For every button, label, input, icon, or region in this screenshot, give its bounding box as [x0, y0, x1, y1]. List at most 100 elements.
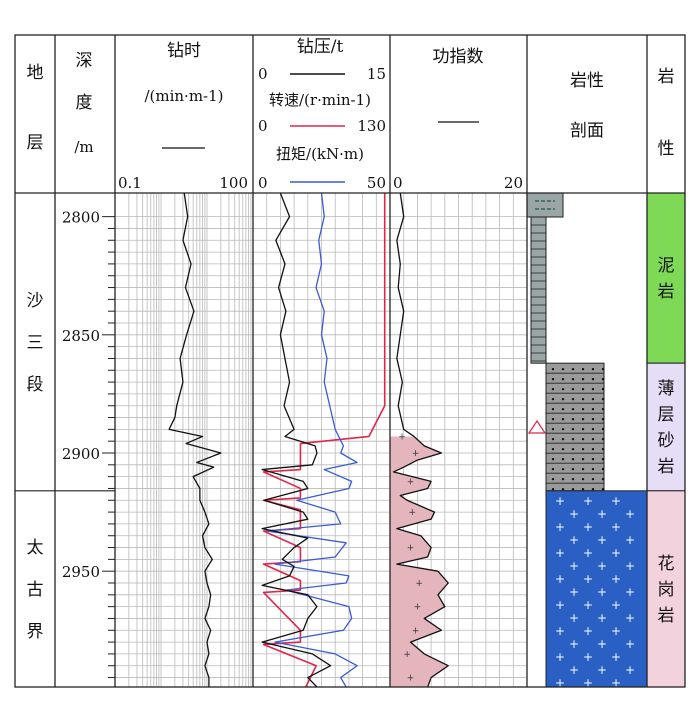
work-index-fill-marker: + — [403, 650, 411, 660]
header-profile: 岩性 剖面 — [570, 71, 604, 141]
profile-sandstone-dot — [591, 457, 595, 461]
profile-sandstone-dot — [571, 447, 575, 451]
profile-sandstone-dot — [591, 437, 595, 441]
profile-sandstone-dot — [601, 377, 605, 381]
profile-sandstone-dot — [601, 447, 605, 451]
profile-granite-cross: + — [555, 546, 565, 560]
profile-granite-cross: + — [625, 533, 635, 547]
profile-sandstone-dot — [551, 447, 555, 451]
profile-sandstone-dot — [601, 397, 605, 401]
strata-unit-char: 段 — [27, 375, 44, 395]
profile-sandstone-dot — [571, 397, 575, 401]
profile-sandstone-dot — [591, 467, 595, 471]
profile-sandstone-dot — [571, 377, 575, 381]
lithology-band-char: 岩 — [658, 606, 675, 626]
work-index-fill-marker: + — [408, 508, 416, 518]
profile-sandstone-dot — [571, 477, 575, 481]
lithology-band — [646, 192, 686, 364]
header-drilling-params: 钻压/t 0 15 转速/(r·min-1) 0 130 扭矩/(kN·m) 0… — [258, 37, 386, 192]
header-drill-time: 钻时 /(min·m-1) 0.1 100 — [118, 41, 248, 192]
profile-sandstone-dot — [551, 407, 555, 411]
work-index-min: 0 — [393, 174, 403, 192]
profile-granite-cross: + — [625, 611, 635, 625]
profile-sandstone-dot — [551, 367, 555, 371]
profile-sandstone-dot — [561, 457, 565, 461]
torque-curve — [266, 192, 358, 688]
profile-mudstone-column — [530, 192, 547, 364]
profile-granite-cross: + — [611, 624, 621, 638]
profile-sandstone-dot — [591, 377, 595, 381]
profile-sandstone-column — [545, 362, 605, 492]
profile-granite-cross: + — [555, 650, 565, 664]
profile-sandstone-dot — [561, 417, 565, 421]
profile-granite-cross: + — [569, 611, 579, 625]
profile-sandstone-dot — [601, 427, 605, 431]
profile-granite-cross: + — [611, 494, 621, 508]
profile-sandstone-dot — [591, 417, 595, 421]
profile-sandstone-dot — [591, 447, 595, 451]
profile-granite-cross: + — [597, 585, 607, 599]
profile-sandstone-dot — [591, 387, 595, 391]
lithology-band-char: 层 — [658, 405, 675, 425]
profile-sandstone-dot — [571, 457, 575, 461]
profile-granite-cross: + — [583, 520, 593, 534]
work-index-fill-marker: + — [407, 544, 415, 554]
header-strata-char-1: 地 — [27, 63, 44, 83]
profile-granite-cross: + — [625, 637, 635, 651]
wob-max: 15 — [367, 65, 386, 83]
profile-sandstone-dot — [551, 437, 555, 441]
wob-title: 钻压/t — [297, 37, 344, 57]
profile-granite-cross: + — [555, 598, 565, 612]
profile-granite-cross: + — [569, 663, 579, 677]
profile-sandstone-dot — [601, 467, 605, 471]
profile-title-line-2: 剖面 — [570, 121, 604, 141]
profile-granite-cross: + — [583, 598, 593, 612]
profile-granite-cross: + — [597, 559, 607, 573]
profile-sandstone-dot — [581, 437, 585, 441]
profile-granite-cross: + — [583, 624, 593, 638]
profile-sandstone-dot — [591, 407, 595, 411]
profile-granite-cross: + — [597, 663, 607, 677]
drill-time-unit: /(min·m-1) — [144, 87, 223, 105]
lithology-band-char: 岩 — [658, 282, 675, 302]
table-frame — [14, 34, 686, 688]
profile-sandstone-dot — [551, 457, 555, 461]
profile-sandstone-dot — [561, 367, 565, 371]
profile-granite-cross: + — [597, 507, 607, 521]
profile-granite-cross: + — [611, 572, 621, 586]
drill-time-title: 钻时 — [167, 41, 201, 61]
profile-granite-cross: + — [555, 520, 565, 534]
torque-title: 扭矩/(kN·m) — [276, 145, 364, 163]
profile-granite-cross: + — [555, 624, 565, 638]
rpm-curve — [262, 193, 386, 688]
header-depth-char-2: 度 — [76, 93, 93, 113]
work-index-fill-marker: + — [412, 626, 420, 636]
header-work-index: 功指数 0 20 — [393, 47, 523, 192]
lithology-band-char: 砂 — [658, 431, 675, 451]
profile-granite-cross: + — [611, 546, 621, 560]
profile-sandstone-dot — [581, 377, 585, 381]
profile-sandstone-dot — [581, 417, 585, 421]
profile-sandstone-dot — [601, 387, 605, 391]
profile-sandstone-dot — [581, 477, 585, 481]
torque-min: 0 — [258, 174, 268, 192]
strata-unit-char: 太 — [27, 538, 44, 558]
wob-min: 0 — [258, 65, 268, 83]
lithology-band-char: 泥 — [658, 256, 675, 276]
profile-sandstone-dot — [581, 467, 585, 471]
depth-tick-label: 2900 — [62, 445, 100, 463]
profile-granite-cross: + — [569, 507, 579, 521]
depth-tick-label: 2850 — [62, 327, 100, 345]
lithology-title-char-1: 岩 — [658, 67, 675, 87]
work-index-fill-marker: + — [407, 477, 415, 487]
profile-granite-cross: + — [555, 676, 565, 690]
profile-sandstone-dot — [551, 417, 555, 421]
header-strata: 地 层 — [27, 63, 44, 153]
profile-granite-cross: + — [625, 585, 635, 599]
profile-sandstone-dot — [581, 387, 585, 391]
profile-sandstone-dot — [601, 437, 605, 441]
profile-sandstone-dot — [581, 447, 585, 451]
header-depth-char-1: 深 — [76, 51, 93, 71]
work-index-fill-marker: + — [415, 579, 423, 589]
show-triangle-marker — [527, 419, 547, 434]
